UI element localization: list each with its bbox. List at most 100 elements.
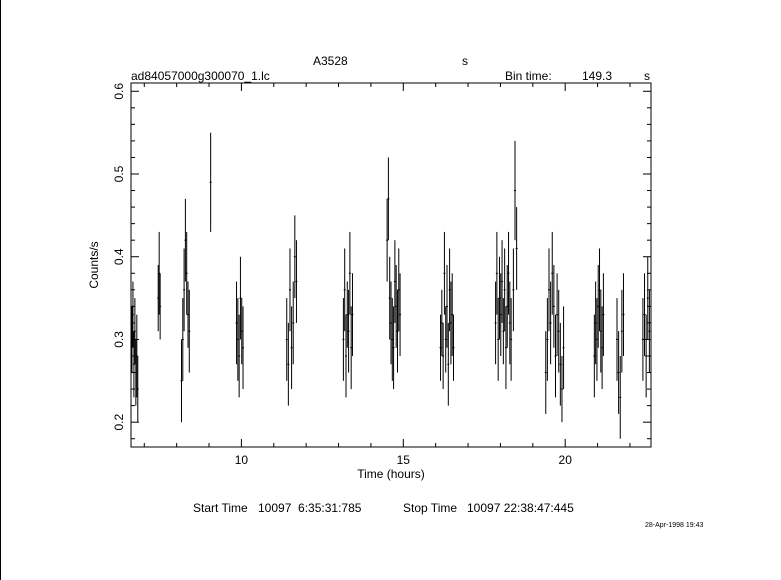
data-point (497, 298, 500, 381)
plot-date: 28-Apr-1998 19:43 (645, 522, 704, 529)
data-point (504, 306, 507, 390)
data-point (292, 281, 295, 365)
data-point (643, 273, 646, 356)
data-point (444, 306, 447, 373)
y-tick-label: 0.4 (112, 248, 126, 265)
data-point (544, 331, 547, 414)
data-point (557, 289, 560, 373)
data-point (560, 356, 563, 423)
data-point (183, 248, 186, 332)
data-point (641, 298, 644, 381)
y-axis-label: Counts/s (87, 241, 101, 288)
data-point (242, 306, 245, 390)
data-point (290, 306, 293, 390)
data-point (391, 298, 394, 381)
data-point (502, 298, 505, 365)
data-point (515, 207, 518, 290)
data-point (551, 231, 554, 315)
data-point (186, 281, 189, 348)
data-point (285, 298, 288, 381)
data-point (616, 298, 619, 381)
bin-time-label: Bin time: (505, 69, 552, 83)
data-point (602, 273, 605, 356)
data-point (238, 314, 241, 398)
data-point (185, 231, 188, 315)
data-point (451, 273, 454, 356)
data-point (495, 231, 498, 315)
data-point (399, 273, 402, 356)
x-axis-label: Time (hours) (357, 467, 425, 481)
data-point (388, 256, 391, 340)
data-point (184, 198, 187, 282)
data-point (556, 273, 559, 356)
stop-time-label: Stop Time (403, 501, 458, 515)
data-point (235, 281, 238, 365)
object-name: A3528 (313, 54, 348, 68)
data-point (512, 248, 515, 332)
data-point (646, 256, 649, 340)
data-point (501, 240, 504, 323)
data-point (133, 298, 136, 365)
data-point (449, 281, 452, 365)
data-point (648, 289, 651, 373)
data-point (494, 281, 497, 365)
data-point (287, 322, 290, 406)
data-point (343, 248, 346, 332)
data-point (159, 273, 162, 340)
window-edge (0, 0, 1, 580)
data-point (443, 231, 446, 315)
data-point (295, 240, 298, 323)
data-point (548, 248, 551, 332)
data-point (622, 273, 625, 356)
data-point (597, 265, 600, 348)
data-point (452, 314, 455, 381)
data-point (620, 289, 623, 373)
data-point (510, 298, 513, 381)
data-point (347, 289, 350, 373)
data-point (342, 298, 345, 381)
data-point (599, 289, 602, 373)
start-time-label: Start Time (193, 501, 248, 515)
data-point (348, 231, 351, 315)
data-point (351, 273, 354, 356)
data-point (499, 273, 502, 356)
data-point (397, 248, 400, 332)
data-point (240, 298, 243, 365)
data-point (594, 281, 597, 365)
data-point (446, 265, 449, 348)
data-point (619, 356, 622, 439)
data-point (593, 314, 596, 398)
data-point (288, 248, 291, 332)
data-point (447, 322, 450, 406)
data-point (344, 314, 347, 398)
data-point (508, 281, 511, 365)
data-point (181, 298, 184, 381)
data-point (514, 140, 517, 241)
data-point (601, 306, 604, 390)
data-point (236, 298, 239, 381)
data-point (393, 240, 396, 323)
x-tick-label: 15 (397, 453, 411, 467)
data-point (442, 322, 445, 390)
x-tick-label: 20 (559, 453, 573, 467)
data-point (346, 281, 349, 348)
data-point (392, 306, 395, 390)
data-point (131, 281, 134, 348)
data-point (209, 132, 212, 232)
data-point (645, 314, 648, 398)
data-point (552, 265, 555, 348)
y-tick-label: 0.6 (112, 83, 126, 100)
data-point (595, 298, 598, 381)
lightcurve-filename: ad84057000g300070_1.lc (131, 69, 270, 83)
data-point (439, 314, 442, 381)
data-point (239, 256, 242, 340)
bin-time-value: 149.3 (582, 69, 613, 83)
stop-time-value: 10097 22:38:47:445 (467, 501, 574, 515)
data-point (598, 248, 601, 332)
data-point (503, 248, 506, 332)
data-point (549, 281, 552, 365)
data-point (498, 256, 501, 340)
y-tick-label: 0.2 (112, 414, 126, 431)
data-point (559, 322, 562, 406)
